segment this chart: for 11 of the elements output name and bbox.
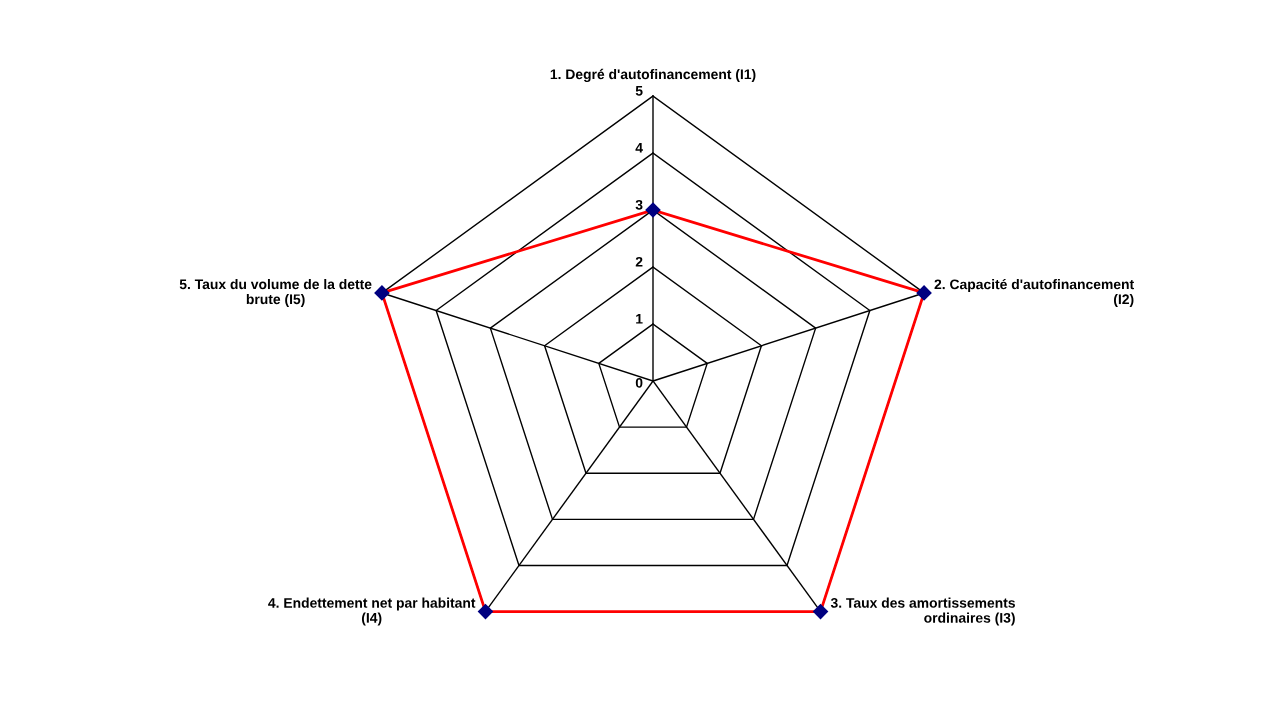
y-tick-label: 5 [635, 86, 643, 96]
spoke-label: 1. Degré d'autofinancement (I1) [550, 68, 756, 82]
y-tick-label: 3 [635, 199, 643, 210]
spoke-label: 3. Taux des amortissements ordinaires (I3) [830, 597, 1015, 626]
y-tick-label: 1 [636, 314, 643, 324]
spoke-label: 4. Endettement net par habitant (I4) [268, 597, 476, 626]
y-tick-label: 4 [635, 143, 643, 153]
spoke-label: 2. Capacité d'autofinancement (I2) [934, 278, 1134, 307]
y-tick-label: 2 [635, 256, 643, 267]
spoke-label: 5. Taux du volume de la dette brute (I5) [179, 278, 372, 307]
y-tick-label: 0 [635, 377, 643, 388]
